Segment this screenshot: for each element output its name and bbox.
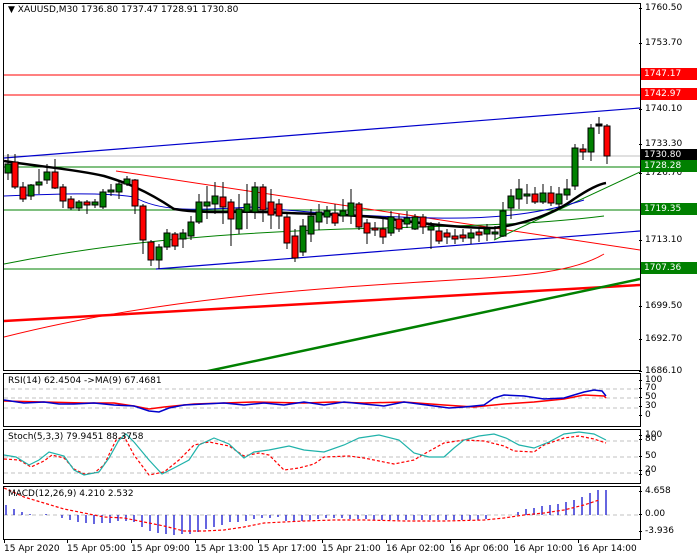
time-label: 15 Apr 17:00 [258,544,317,554]
time-label: 15 Apr 13:00 [195,544,254,554]
price-tick: 1733.30 [638,139,682,150]
macd-signal-line [4,487,600,532]
rsi-axis: 100 70 50 30 0 [638,373,700,427]
stoch-signal-line [4,435,607,476]
time-label: 15 Apr 09:00 [131,544,190,554]
stoch-pane[interactable]: Stoch(5,3,3) 79.9451 88.3758 [3,429,641,484]
ma-green-thick [206,277,640,370]
level-badge-1719: 1719.35 [641,203,697,215]
symbol-header: ▼ XAUUSD,M30 1736.80 1737.47 1728.91 173… [8,5,238,15]
time-label: 16 Apr 14:00 [578,544,637,554]
rsi-title: RSI(14) 62.4504 ->MA(9) 67.4681 [8,376,162,386]
price-axis: 1760.50 1753.70 1740.10 1733.30 1726.70 … [638,3,700,376]
price-plot [4,74,640,370]
stoch-title: Stoch(5,3,3) 79.9451 88.3758 [8,432,144,442]
price-tick: 1699.50 [638,301,682,312]
level-badge-1707: 1707.36 [641,262,697,274]
macd-histogram [5,490,607,535]
macd-title: MACD(12,26,9) 4.210 2.532 [8,489,134,499]
level-badge-1747: 1747.17 [641,68,697,80]
macd-pane[interactable]: MACD(12,26,9) 4.210 2.532 [3,486,641,540]
rsi-plot [4,388,640,413]
time-label: 16 Apr 02:00 [386,544,445,554]
dropdown-triangle-icon[interactable]: ▼ [8,5,15,15]
macd-axis: 4.658 0.00 -3.936 [638,486,700,540]
rsi-pane[interactable]: RSI(14) 62.4504 ->MA(9) 67.4681 [3,373,641,427]
channel-upper [4,107,640,159]
macd-plot [4,487,640,535]
descending-trendline [115,170,640,251]
price-tick: 1713.10 [638,235,682,246]
level-badge-1728: 1728.28 [641,160,697,172]
price-tick: 1740.10 [638,104,682,115]
level-badge-1742: 1742.97 [641,88,697,100]
stoch-axis: 100 80 50 20 0 [638,429,700,484]
symbol-ohlc: XAUUSD,M30 1736.80 1737.47 1728.91 1730.… [17,5,239,15]
rsi-ma-line [4,394,607,410]
price-tick: 1692.70 [638,334,682,345]
ma-red-thick [4,283,640,323]
candles [4,117,611,269]
price-tick: 1760.50 [638,3,682,14]
time-label: 15 Apr 2020 [4,544,60,554]
time-label: 15 Apr 21:00 [322,544,381,554]
time-label: 16 Apr 10:00 [514,544,573,554]
time-label: 16 Apr 06:00 [450,544,509,554]
stoch-plot [4,431,640,476]
ma-200 [4,253,605,338]
current-price-badge: 1730.80 [641,149,697,161]
rsi-line [4,389,607,413]
ascending-trendline [493,171,640,241]
channel-lower [155,230,640,270]
price-tick: 1726.70 [638,168,682,179]
price-tick: 1686.10 [638,366,682,377]
price-tick: 1753.70 [638,38,682,49]
price-pane[interactable]: ▼ XAUUSD,M30 1736.80 1737.47 1728.91 173… [3,3,641,371]
time-label: 15 Apr 05:00 [67,544,126,554]
stoch-main-line [4,431,607,476]
